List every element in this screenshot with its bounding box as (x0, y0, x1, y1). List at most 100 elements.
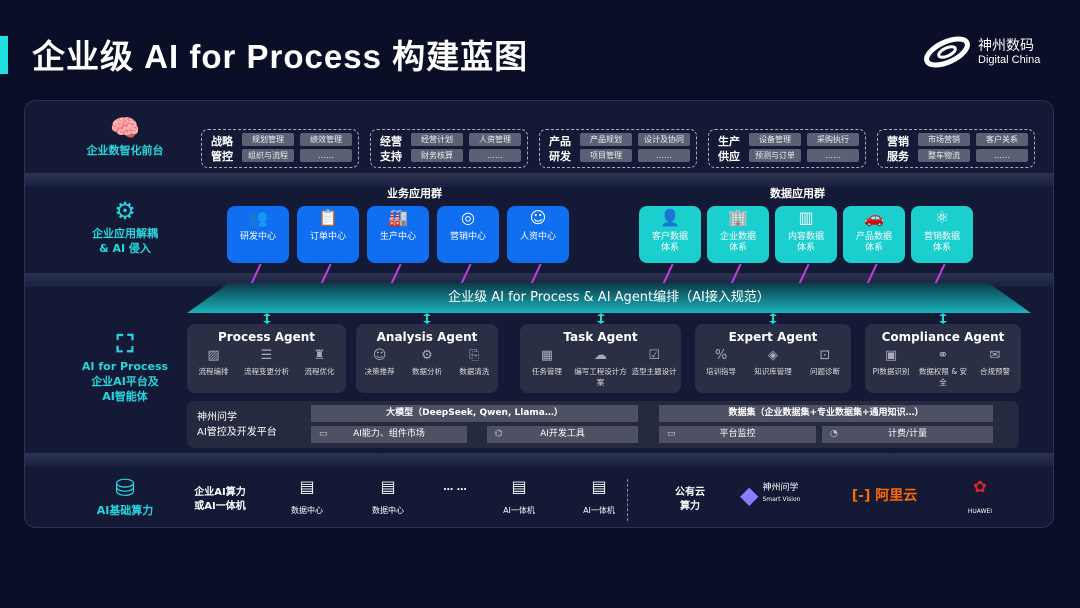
vendor-aliyun: [-] 阿里云 (851, 488, 918, 504)
digital-china-logo: 神州数码 Digital China (922, 32, 1052, 72)
server-icon: ▤ (511, 477, 527, 496)
vendor-smart-vision: ◆ 神州问学 Smart Vision (740, 483, 820, 507)
layer-label: ⚙ 企业应用解耦 & AI 侵入 (55, 196, 195, 256)
front-chip[interactable]: 预测与订单 (749, 149, 801, 162)
app-tile[interactable]: 👥 研发中心 (227, 206, 289, 263)
agent-name: Process Agent (218, 330, 315, 344)
capability-label: 编写工程设计方案 (574, 367, 627, 387)
infra-divider (627, 479, 628, 521)
front-chip[interactable]: 采购执行 (807, 133, 859, 146)
front-group-label: 营销 服务 (887, 135, 909, 163)
layer-separator (25, 453, 1053, 467)
front-chip[interactable]: 绩效管理 (300, 133, 352, 146)
platform-tool[interactable]: ▭ 平台监控 (659, 426, 816, 443)
agent-capability: ✉ 合规预警 (969, 348, 1021, 388)
dev-tool-icon: ⌬ (495, 429, 503, 439)
cloud-label: 公有云 算力 (675, 487, 705, 512)
front-group-label: 产品 研发 (549, 135, 571, 163)
double-arrow-icon (769, 313, 777, 324)
front-chip[interactable]: 市场营销 (918, 133, 970, 146)
front-group[interactable]: 经营 支持 经营计划 人资管理 财务核算 …… (370, 129, 528, 168)
capability-label: 流程优化 (304, 367, 335, 376)
app-tile[interactable]: 🏢 企业数据 体系 (707, 206, 769, 263)
front-chip[interactable]: 设备管理 (749, 133, 801, 146)
capability-label: PI数据识别 (872, 367, 910, 376)
app-tile[interactable]: ▥ 内容数据 体系 (775, 206, 837, 263)
brain-icon: 🧠 (110, 114, 140, 142)
agent-capability: ▣ PI数据识别 (865, 348, 917, 388)
front-group[interactable]: 战略 管控 规划管理 绩效管理 组织与流程 …… (201, 129, 359, 168)
blueprint-panel: 🧠 企业数智化前台 ⚙ 企业应用解耦 & AI 侵入 ⛶ AI for Process 企… (24, 100, 1054, 528)
capability-icon: % (714, 348, 728, 363)
front-chip[interactable]: 经营计划 (411, 133, 463, 146)
front-chip[interactable]: 整车物流 (918, 149, 970, 162)
atom-icon: ⚛ (934, 208, 950, 227)
target-icon: ◎ (461, 208, 475, 227)
platform-tool[interactable]: ◔ 计费/计量 (822, 426, 993, 443)
clipboard-icon: 📋 (318, 208, 338, 227)
agent-card[interactable]: Task Agent ▦ 任务管理 ☁ 编写工程设计方案 ☑ 造型主题设计 (520, 324, 681, 393)
agent-name: Task Agent (563, 330, 638, 344)
capability-icon: ⎘ (469, 348, 480, 363)
front-chip[interactable]: 财务核算 (411, 149, 463, 162)
front-chip[interactable]: 设计及协同 (638, 133, 690, 146)
agent-card[interactable]: Expert Agent% 培训指导 ◈ 知识库管理 ⊡ 问题诊断 (695, 324, 851, 393)
huawei-flower-icon: ✿ (973, 477, 987, 496)
capability-label: 知识库管理 (754, 367, 792, 376)
front-chip[interactable]: …… (469, 149, 521, 162)
platform-label: 神州问学 AI管控及开发平台 (197, 412, 277, 438)
front-chip[interactable]: 项目管理 (580, 149, 632, 162)
platform-tool[interactable]: ▭ AI能力、组件市场 (311, 426, 467, 443)
front-chip[interactable]: 产品规划 (580, 133, 632, 146)
app-tile-label: 营销数据 体系 (923, 232, 960, 253)
vendor-sub: Smart Vision (762, 496, 801, 503)
agent-card[interactable]: Process Agent ▨ 流程编排 ☰ 流程变更分析 ♜ 流程优化 (187, 324, 346, 393)
orchestration-banner: 企业级 AI for Process & AI Agent编排（AI接入规范） (187, 283, 1031, 313)
capability-label: 流程变更分析 (244, 367, 289, 376)
double-arrow-icon (262, 313, 271, 324)
app-tile[interactable]: ⚛ 营销数据 体系 (911, 206, 973, 263)
app-tile[interactable]: ☺ 人资中心 (507, 206, 569, 263)
llm-bar: 大模型（DeepSeek, Qwen, Llama…） (311, 405, 638, 422)
front-group[interactable]: 生产 供应 设备管理 采购执行 预测与订单 …… (708, 129, 866, 168)
agent-capabilities: ▦ 任务管理 ☁ 编写工程设计方案 ☑ 造型主题设计 (520, 348, 681, 388)
digital-china-swirl-icon (924, 36, 970, 68)
front-chip[interactable]: …… (638, 149, 690, 162)
capability-icon: ☺ (372, 348, 387, 363)
factory-icon: 🏭 (388, 208, 408, 227)
front-chip[interactable]: …… (300, 149, 352, 162)
front-group[interactable]: 营销 服务 市场营销 客户关系 整车物流 …… (877, 129, 1035, 168)
dev-platform: 神州问学 AI管控及开发平台 大模型（DeepSeek, Qwen, Llama…… (187, 401, 1019, 448)
platform-tool-label: AI能力、组件市场 (353, 429, 425, 439)
capability-icon: ▨ (207, 348, 220, 363)
app-tile[interactable]: 🏭 生产中心 (367, 206, 429, 263)
building-icon: 🏢 (728, 208, 748, 227)
app-tile[interactable]: 📋 订单中心 (297, 206, 359, 263)
agent-capability: ⚙ 数据分析 (403, 348, 450, 377)
agent-card[interactable]: Analysis Agent ☺ 决策推荐 ⚙ 数据分析 ⎘ 数据清洗 (356, 324, 498, 393)
agent-capability: ♜ 流程优化 (293, 348, 346, 377)
agent-capability: ⎘ 数据清洗 (451, 348, 498, 377)
front-chip[interactable]: 组织与流程 (242, 149, 294, 162)
front-chip[interactable]: 规划管理 (242, 133, 294, 146)
front-chip[interactable]: …… (976, 149, 1028, 162)
front-chip[interactable]: 人资管理 (469, 133, 521, 146)
infra-item-label: 数据中心 (291, 506, 323, 515)
agent-name: Expert Agent (728, 330, 818, 344)
capability-label: 合规预警 (980, 367, 1010, 376)
platform-tool-label: AI开发工具 (540, 429, 585, 439)
app-tile[interactable]: ◎ 营销中心 (437, 206, 499, 263)
front-chip[interactable]: …… (807, 149, 859, 162)
front-group[interactable]: 产品 研发 产品规划 设计及协同 项目管理 …… (539, 129, 697, 168)
platform-tool[interactable]: ⌬ AI开发工具 (487, 426, 638, 443)
front-chip[interactable]: 客户关系 (976, 133, 1028, 146)
app-tile[interactable]: 🚗 产品数据 体系 (843, 206, 905, 263)
component-market-icon: ▭ (319, 429, 328, 439)
capability-icon: ✉ (989, 348, 1001, 363)
capability-icon: ♜ (313, 348, 326, 363)
agent-card[interactable]: Compliance Agent ▣ PI数据识别 ⚭ 数据权限 & 安全 ✉ 合规预警 (865, 324, 1021, 393)
molecule-icon: ⚙ (114, 197, 136, 225)
front-group-label: 战略 管控 (211, 135, 233, 163)
app-tile[interactable]: 👤 客户数据 体系 (639, 206, 701, 263)
dataset-bar: 数据集（企业数据集+专业数据集+通用知识…） (659, 405, 993, 422)
